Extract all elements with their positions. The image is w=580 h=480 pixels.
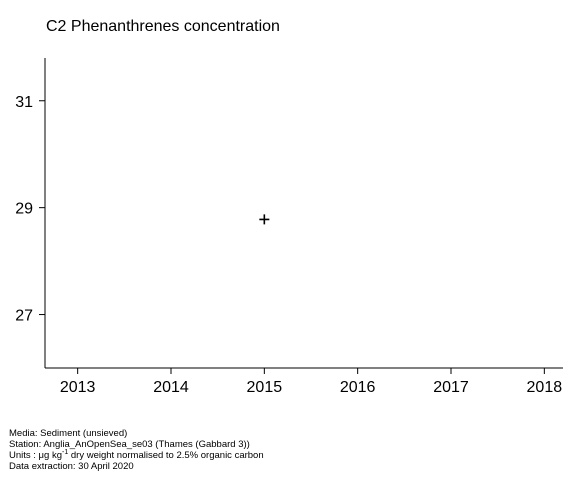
footer-station: Station: Anglia_AnOpenSea_se03 (Thames (…	[9, 439, 250, 450]
chart-title: C2 Phenanthrenes concentration	[46, 18, 280, 35]
footer-units-suffix: dry weight normalised to 2.5% organic ca…	[68, 450, 264, 461]
x-tick-label: 2014	[153, 379, 189, 396]
data-points	[259, 214, 270, 225]
y-tick-label: 29	[15, 201, 33, 218]
footer-extraction-date: Data extraction: 30 April 2020	[9, 461, 134, 472]
y-tick-label: 27	[15, 308, 33, 325]
x-tick-label: 2017	[433, 379, 469, 396]
x-tick-label: 2016	[340, 379, 376, 396]
chart-footer: Media: Sediment (unsieved) Station: Angl…	[9, 428, 264, 472]
data-point-marker	[259, 214, 270, 225]
axes	[44, 58, 563, 369]
x-tick-label: 2015	[247, 379, 283, 396]
y-tick-label: 31	[15, 94, 33, 111]
x-tick-label: 2018	[527, 379, 563, 396]
axis-ticks: 2013 2014 2015 2016 2017 2018 27 29 31	[15, 94, 562, 396]
footer-units: Units : μg kg-1 dry weight normalised to…	[9, 449, 264, 461]
x-tick-label: 2013	[60, 379, 96, 396]
footer-units-superscript: -1	[62, 449, 69, 456]
footer-units-prefix: Units : μg kg	[9, 450, 62, 461]
footer-media: Media: Sediment (unsieved)	[9, 428, 128, 439]
